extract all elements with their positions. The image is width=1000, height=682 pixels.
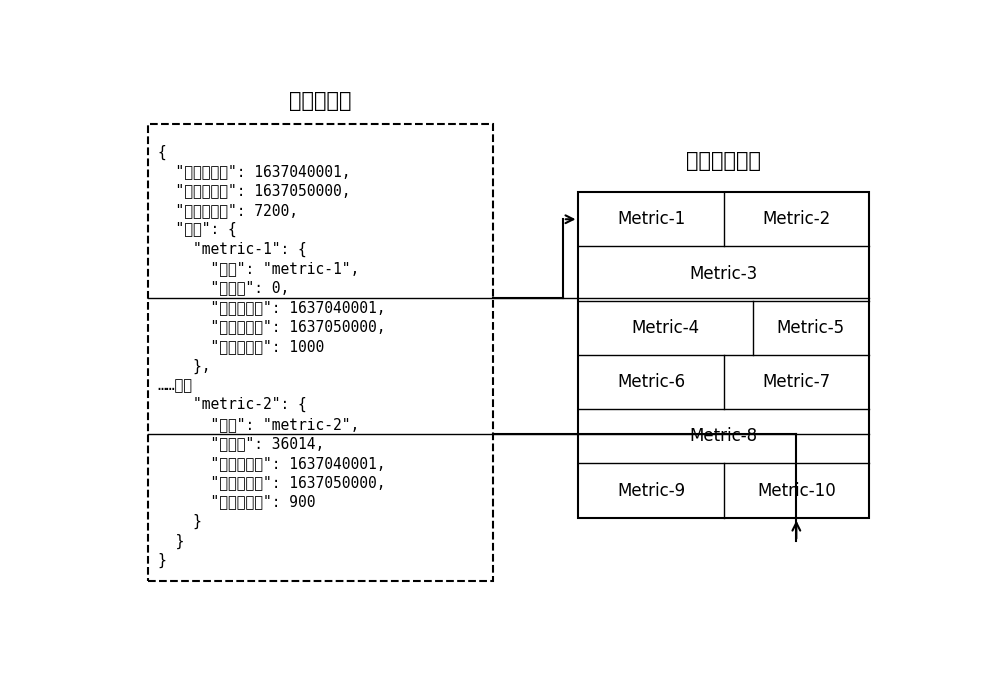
Text: Metric-8: Metric-8 (690, 428, 758, 445)
Text: "偏移量": 36014,: "偏移量": 36014, (158, 436, 324, 451)
Text: 时序数据文件: 时序数据文件 (686, 151, 761, 171)
Text: "指标点数量": 1000: "指标点数量": 1000 (158, 339, 324, 354)
Text: "最小时间戳": 1637040001,: "最小时间戳": 1637040001, (158, 300, 385, 315)
Text: "最大时间戳": 1637050000,: "最大时间戳": 1637050000, (158, 183, 350, 198)
Text: Metric-1: Metric-1 (617, 210, 685, 228)
Text: "最大时间戳": 1637050000,: "最大时间戳": 1637050000, (158, 475, 385, 490)
Text: Metric-9: Metric-9 (617, 481, 685, 500)
Text: Metric-6: Metric-6 (617, 373, 685, 391)
Text: },: }, (158, 358, 210, 374)
Text: "名称": "metric-2",: "名称": "metric-2", (158, 417, 359, 432)
Text: ……省略: ……省略 (158, 378, 193, 393)
Text: "名称": "metric-1",: "名称": "metric-1", (158, 261, 359, 276)
Text: Metric-10: Metric-10 (757, 481, 836, 500)
Text: "metric-2": {: "metric-2": { (158, 397, 306, 413)
Text: {: { (158, 145, 166, 160)
Text: 元数据文件: 元数据文件 (289, 91, 352, 110)
Text: "指标点数量": 900: "指标点数量": 900 (158, 494, 315, 509)
Text: "最小时间戳": 1637040001,: "最小时间戳": 1637040001, (158, 456, 385, 471)
Text: "指标": {: "指标": { (158, 222, 236, 237)
Text: Metric-3: Metric-3 (690, 265, 758, 282)
Text: }: } (158, 533, 184, 548)
Text: "偏移量": 0,: "偏移量": 0, (158, 280, 289, 295)
Text: }: } (158, 514, 201, 529)
Text: "最大时间戳": 1637050000,: "最大时间戳": 1637050000, (158, 320, 385, 335)
Text: Metric-7: Metric-7 (762, 373, 830, 391)
Text: "最小时间戳": 1637040001,: "最小时间戳": 1637040001, (158, 164, 350, 179)
Text: Metric-4: Metric-4 (632, 318, 700, 337)
Text: "指标点数量": 7200,: "指标点数量": 7200, (158, 203, 298, 218)
Text: }: } (158, 553, 166, 568)
Text: "metric-1": {: "metric-1": { (158, 241, 306, 257)
Text: Metric-5: Metric-5 (777, 318, 845, 337)
Text: Metric-2: Metric-2 (762, 210, 830, 228)
